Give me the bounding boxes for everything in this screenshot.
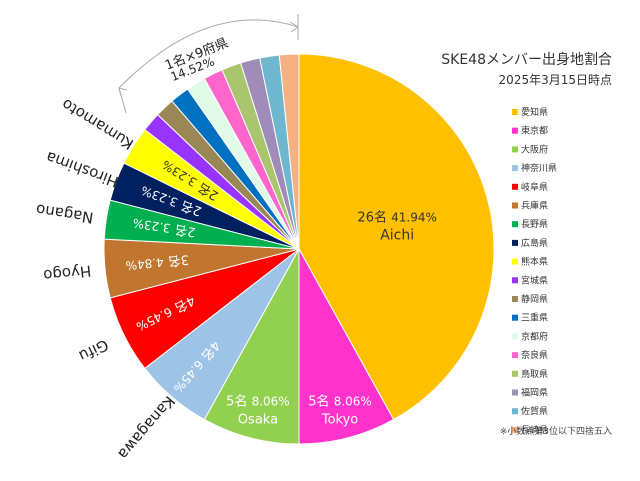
legend-item-label: 愛知県 <box>521 106 548 118</box>
slice-hyogo-label: 3名 4.84% <box>125 251 190 273</box>
legend-item-label: 奈良県 <box>521 349 548 361</box>
legend-swatch <box>512 127 518 134</box>
legend-swatch <box>512 146 518 153</box>
legend-item-label: 長崎県 <box>521 424 548 436</box>
legend-item-label: 京都府 <box>521 330 548 342</box>
slice-pref-17 <box>278 53 300 250</box>
legend-swatch <box>512 389 518 396</box>
slice-tokyo-percent: 8.06% <box>334 395 372 409</box>
slice-aichi <box>298 53 495 421</box>
chart-footnote: ※小数点第3位以下四捨五入 <box>500 425 612 437</box>
legend-swatch <box>512 296 518 302</box>
slice-kumamoto-name: Kumamoto <box>58 95 136 153</box>
legend-swatch <box>512 314 518 321</box>
legend-swatch <box>512 352 518 359</box>
slice-osaka-count: 5名 <box>226 394 251 410</box>
slice-osaka-percent: 8.06% <box>252 395 290 409</box>
legend-swatch <box>512 202 518 209</box>
legend-swatch <box>512 258 518 265</box>
slice-osaka <box>203 247 300 445</box>
slices-layer <box>103 53 495 445</box>
slice-hyogo-name: Hyogo <box>42 262 92 285</box>
legend-item-label: 静岡県 <box>521 293 548 305</box>
legend-swatch <box>512 370 518 377</box>
legend-swatch <box>512 408 518 415</box>
legend-item-label: 宮城県 <box>521 274 548 286</box>
slice-osaka-name: Osaka <box>238 413 278 428</box>
legend-item-label: 鳥取県 <box>521 368 548 380</box>
slice-osaka-label: 5名 8.06% <box>226 394 290 410</box>
legend-swatch <box>512 109 518 115</box>
legend-swatch <box>512 165 518 172</box>
chart-title-group: SKE48メンバー出身地割合 2025年3月15日時点 <box>441 51 612 87</box>
legend-swatch <box>512 221 518 228</box>
legend-item-label: 佐賀県 <box>521 405 548 417</box>
slice-aichi-percent: 41.94% <box>391 211 437 225</box>
legend-item-label: 長野県 <box>521 219 548 230</box>
slice-tokyo <box>298 247 395 445</box>
slice-aichi-count: 26名 <box>357 210 391 226</box>
legend-item-label: 東京都 <box>521 125 548 137</box>
slice-tokyo-name: Tokyo <box>321 413 358 428</box>
slice-tokyo-count: 5名 <box>308 394 333 410</box>
slice-hiroshima-name: Hiroshima <box>44 148 121 191</box>
legend-swatch <box>512 426 518 433</box>
chart-subtitle: 2025年3月15日時点 <box>499 73 612 87</box>
slice-gifu-name: Gifu <box>76 335 111 365</box>
legend-item-label: 岐阜県 <box>521 181 548 193</box>
legend: 愛知県東京都大阪府神奈川県岐阜県兵庫県長野県広島県熊本県宮城県静岡県三重県京都府… <box>512 106 557 436</box>
slice-nagano-label: 2名 3.23% <box>132 215 197 240</box>
slice-tokyo-label: 5名 8.06% <box>308 394 372 410</box>
legend-swatch <box>512 333 518 340</box>
legend-item-label: 福岡県 <box>521 387 548 399</box>
slice-aichi-name: Aichi <box>380 228 414 244</box>
slice-aichi-label: 26名 41.94% <box>357 210 436 226</box>
slice-nagano-name: Nagano <box>35 200 95 227</box>
slice-kanagawa-name: Kanagawa <box>114 392 178 463</box>
slice-nagano-percent: 3.23% <box>132 216 172 236</box>
slice-nagano-count: 2名 <box>169 220 197 240</box>
legend-swatch <box>512 277 518 284</box>
legend-item-label: 広島県 <box>521 237 548 249</box>
chart-title: SKE48メンバー出身地割合 <box>441 51 612 68</box>
legend-swatch <box>512 183 518 190</box>
slice-hyogo-count: 3名 <box>163 251 190 269</box>
legend-item-label: 大阪府 <box>521 143 548 155</box>
legend-swatch <box>512 239 518 246</box>
legend-item-label: 三重県 <box>521 312 548 324</box>
slice-hyogo-percent: 4.84% <box>125 255 164 273</box>
legend-item-label: 熊本県 <box>521 256 548 268</box>
legend-item-label: 神奈川県 <box>521 162 557 174</box>
legend-item-label: 兵庫県 <box>521 200 548 212</box>
